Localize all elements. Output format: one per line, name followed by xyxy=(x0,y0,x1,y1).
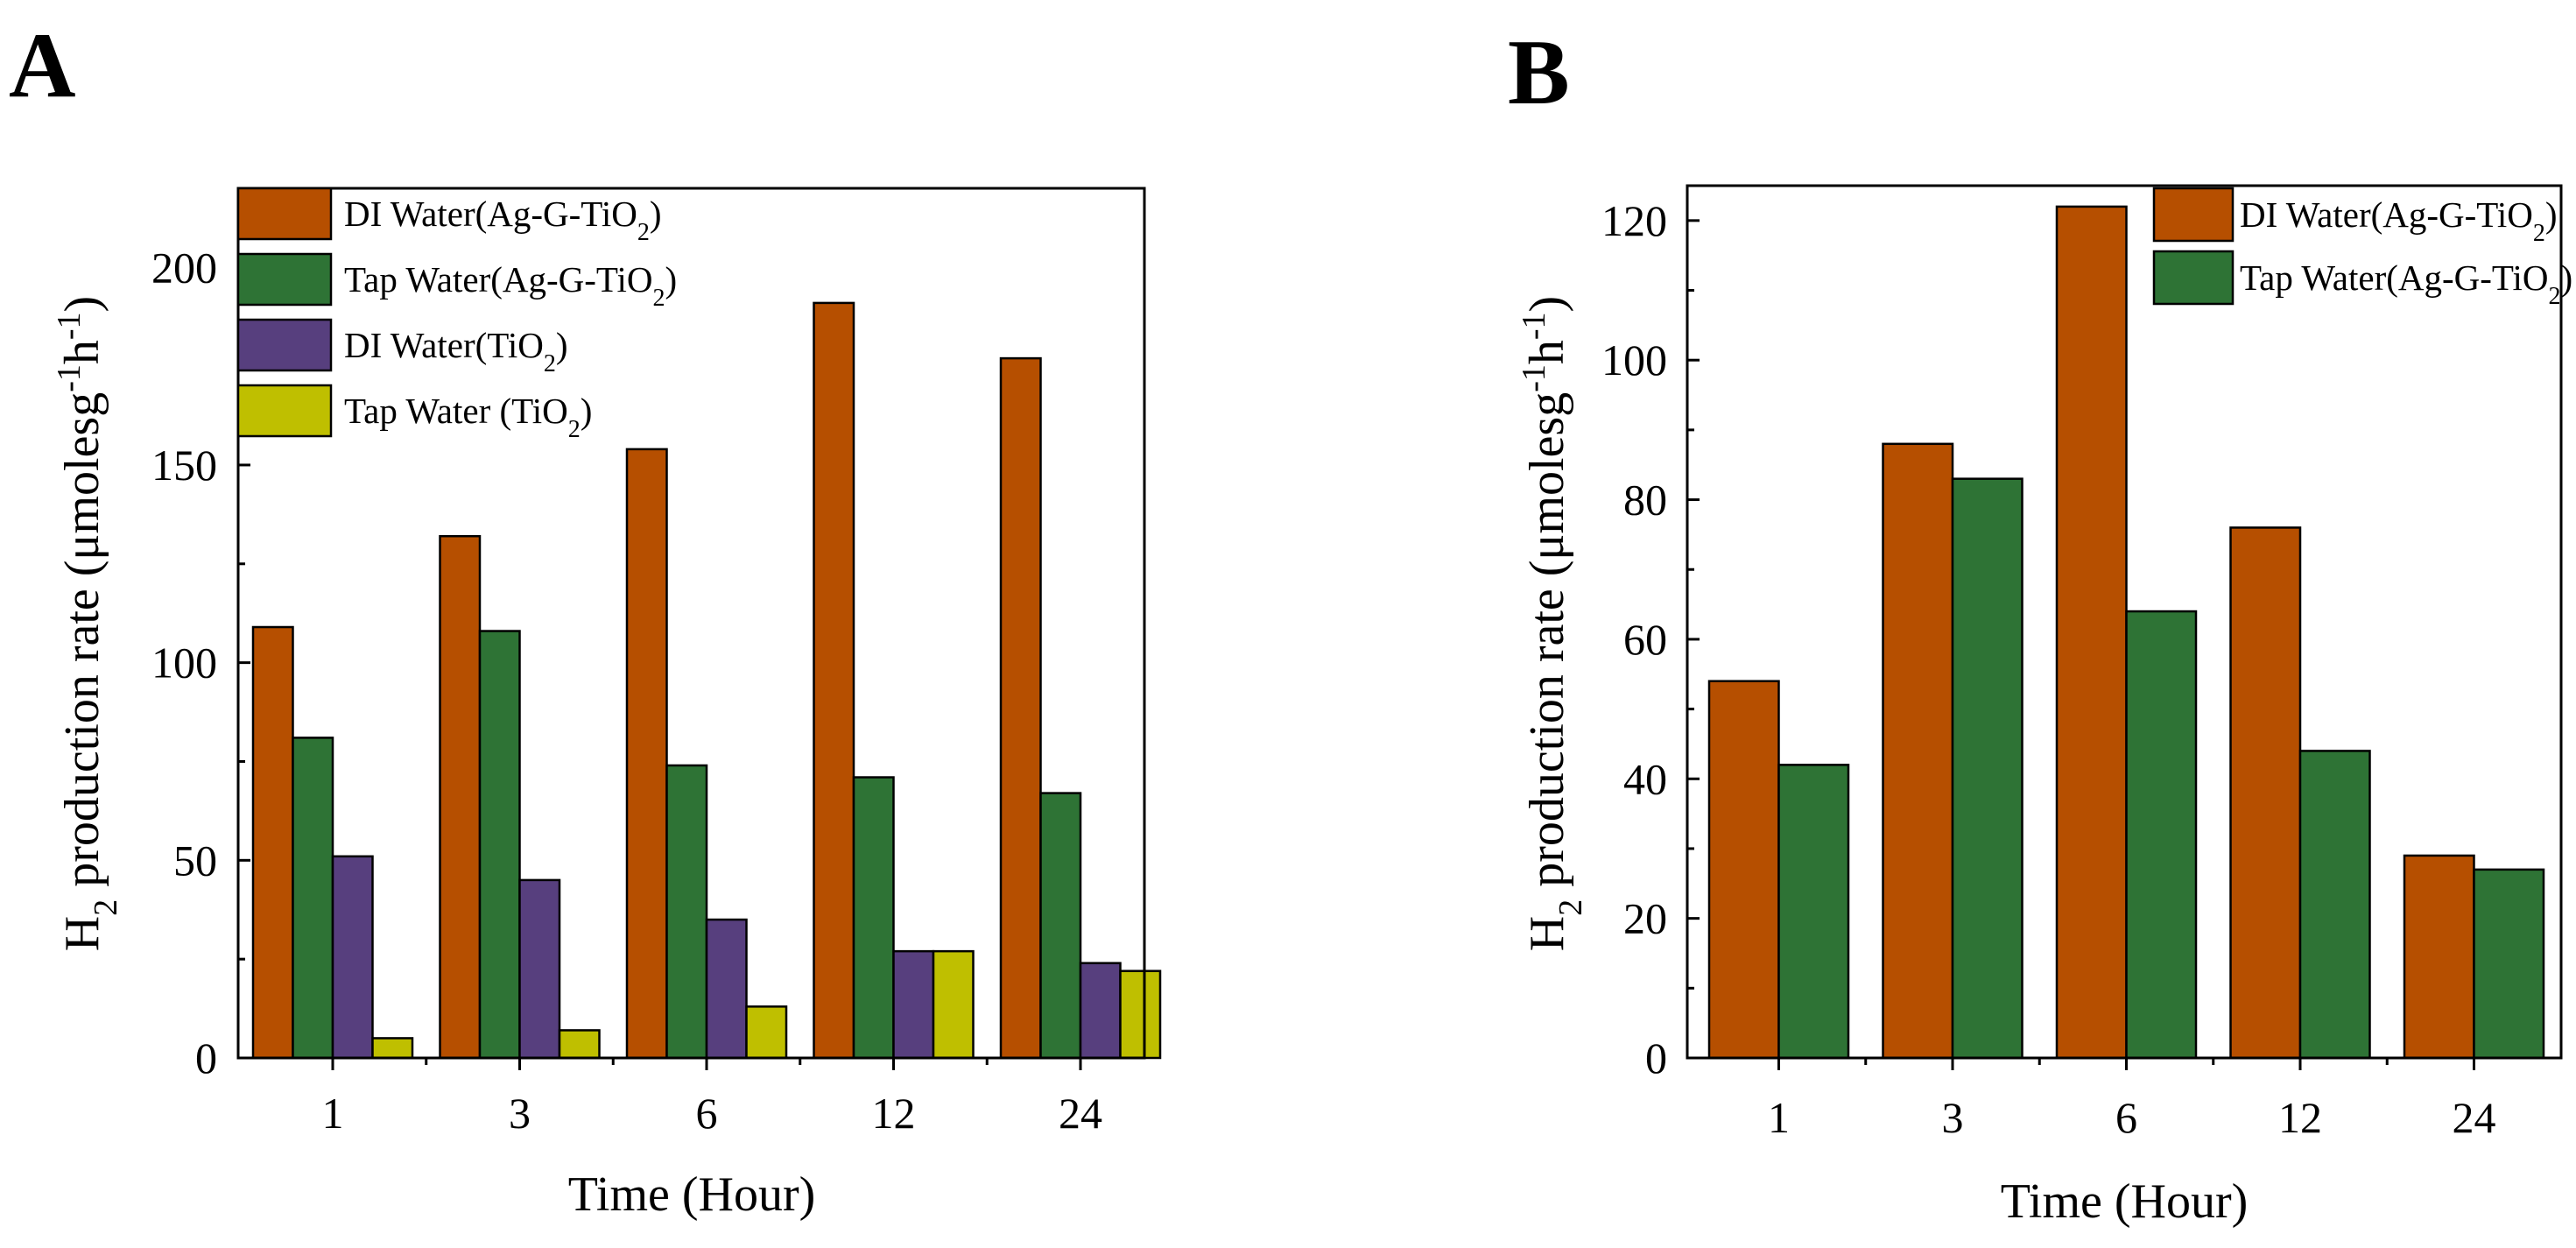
bar-3h-series-2 xyxy=(478,630,521,1060)
bar-3h-series-1 xyxy=(1882,442,1954,1060)
legend-label-series-4: Tap Water (TiO2) xyxy=(344,391,592,443)
bar-3h-series-1 xyxy=(439,534,482,1060)
legend-swatch-series-4 xyxy=(236,384,333,438)
panel-b: B 0 20 40 60 80 100 120 1 3 6 12 24 DI Water(Ag-G-… xyxy=(1508,21,2572,1229)
bar-6h-series-1 xyxy=(625,448,668,1060)
y-tick-label: 20 xyxy=(1623,894,1667,943)
bar-6h-series-2 xyxy=(665,764,708,1060)
legend-label-series-2: Tap Water(Ag-G-TiO2) xyxy=(344,259,677,312)
legend-label-series-1: DI Water(Ag-G-TiO2) xyxy=(2240,194,2558,247)
panel-a-y-axis: 0 50 100 150 200 xyxy=(151,243,250,1082)
bar-6h-series-4 xyxy=(745,1005,788,1060)
x-tick-label: 1 xyxy=(322,1089,344,1138)
bar-1h-series-1 xyxy=(1707,680,1780,1060)
legend-swatch-series-1 xyxy=(236,187,333,241)
bar-24h-series-2 xyxy=(2473,868,2545,1060)
legend-label-series-1: DI Water(Ag-G-TiO2) xyxy=(344,194,662,246)
bar-12h-series-2 xyxy=(852,776,895,1060)
panel-a-legend: DI Water(Ag-G-TiO2) Tap Water(Ag-G-TiO2) D… xyxy=(236,187,677,443)
legend-label-series-2: Tap Water(Ag-G-TiO2) xyxy=(2240,257,2572,310)
y-tick-label: 50 xyxy=(173,836,217,885)
legend-swatch-series-2 xyxy=(2152,250,2235,306)
bar-24h-series-1 xyxy=(999,356,1042,1060)
x-tick-label: 6 xyxy=(696,1089,718,1138)
bar-12h-series-1 xyxy=(813,301,855,1060)
bar-3h-series-3 xyxy=(518,878,561,1060)
panel-a-bars xyxy=(251,301,1162,1060)
y-tick-label: 150 xyxy=(151,441,217,490)
panel-b-x-axis: 1 3 6 12 24 xyxy=(1768,1058,2496,1142)
panel-b-letter: B xyxy=(1508,21,1570,123)
bar-1h-series-2 xyxy=(292,737,334,1060)
y-tick-label: 80 xyxy=(1623,476,1667,525)
x-tick-label: 24 xyxy=(2453,1093,2496,1142)
panel-a-y-axis-title: H2 production rate (μmolesg-1h-1) xyxy=(51,296,124,951)
bar-12h-series-2 xyxy=(2298,750,2371,1060)
legend-swatch-series-2 xyxy=(236,252,333,307)
y-tick-label: 60 xyxy=(1623,615,1667,664)
panel-b-y-axis: 0 20 40 60 80 100 120 xyxy=(1601,196,1700,1082)
bar-6h-series-2 xyxy=(2125,610,2198,1060)
panel-a-plot-frame xyxy=(236,187,1146,1060)
bar-1h-series-2 xyxy=(1777,764,1850,1060)
panel-a: A 0 50 100 150 200 1 3 6 12 24 DI Water(Ag-G-TiO… xyxy=(9,14,1162,1222)
bar-24h-series-3 xyxy=(1079,962,1122,1060)
panel-b-x-axis-title: Time (Hour) xyxy=(2001,1174,2249,1229)
bar-24h-series-4 xyxy=(1119,969,1162,1060)
bar-6h-series-1 xyxy=(2055,205,2128,1060)
x-tick-label: 24 xyxy=(1059,1089,1102,1138)
panel-a-letter: A xyxy=(9,14,76,116)
y-tick-label: 120 xyxy=(1601,196,1667,245)
x-tick-label: 12 xyxy=(872,1089,916,1138)
panel-b-legend: DI Water(Ag-G-TiO2) Tap Water(Ag-G-TiO2) xyxy=(2152,187,2572,310)
bar-12h-series-1 xyxy=(2229,526,2302,1060)
bar-1h-series-4 xyxy=(371,1037,414,1060)
x-tick-label: 1 xyxy=(1768,1093,1790,1142)
bar-24h-series-1 xyxy=(2403,854,2475,1060)
x-tick-label: 6 xyxy=(2115,1093,2137,1142)
panel-b-plot-frame xyxy=(1686,184,2563,1060)
y-tick-label: 200 xyxy=(151,243,217,292)
bar-1h-series-1 xyxy=(251,625,294,1060)
bar-12h-series-3 xyxy=(892,949,935,1060)
panel-a-x-axis: 1 3 6 12 24 xyxy=(322,1058,1102,1138)
y-tick-label: 100 xyxy=(151,638,217,687)
x-tick-label: 3 xyxy=(1942,1093,1964,1142)
y-tick-label: 0 xyxy=(195,1033,217,1082)
bar-3h-series-2 xyxy=(1951,477,2023,1060)
x-tick-label: 12 xyxy=(2278,1093,2322,1142)
panel-b-bars xyxy=(1707,205,2545,1060)
panel-a-x-axis-title: Time (Hour) xyxy=(568,1167,816,1222)
y-tick-label: 40 xyxy=(1623,754,1667,803)
bar-3h-series-4 xyxy=(558,1029,601,1060)
y-tick-label: 100 xyxy=(1601,335,1667,384)
legend-label-series-3: DI Water(TiO2) xyxy=(344,325,568,377)
x-tick-label: 3 xyxy=(509,1089,531,1138)
panel-b-y-axis-title: H2 production rate (μmolesg-1h-1) xyxy=(1516,296,1589,951)
legend-swatch-series-3 xyxy=(236,318,333,372)
bar-12h-series-4 xyxy=(932,949,975,1060)
bar-24h-series-2 xyxy=(1039,792,1082,1060)
bar-1h-series-3 xyxy=(331,855,374,1060)
bar-6h-series-3 xyxy=(705,918,748,1060)
legend-swatch-series-1 xyxy=(2152,187,2235,243)
y-tick-label: 0 xyxy=(1645,1033,1667,1082)
